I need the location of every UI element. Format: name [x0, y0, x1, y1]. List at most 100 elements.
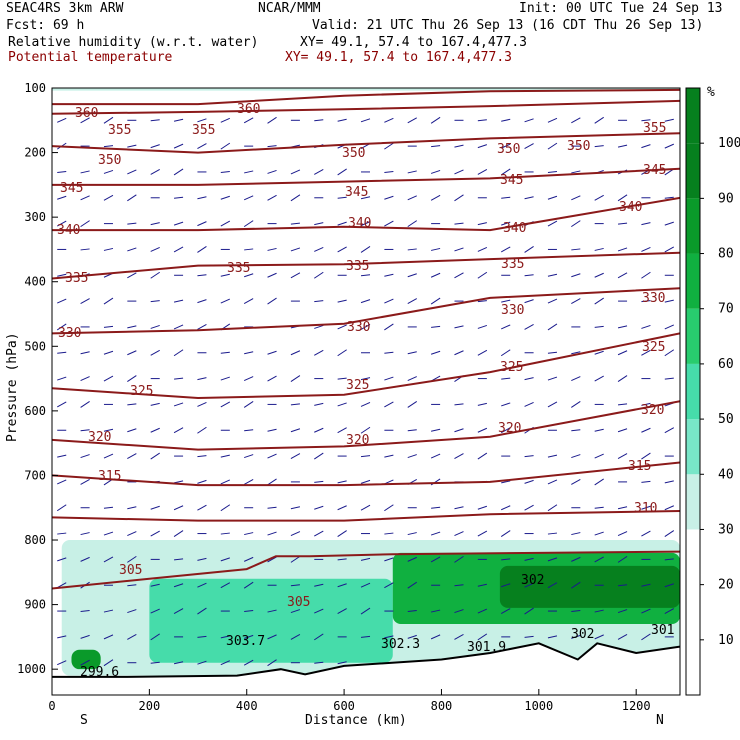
below-ground-mask — [52, 643, 680, 695]
wind-vector — [641, 222, 651, 226]
wind-vector — [244, 454, 254, 459]
wind-vector — [80, 400, 90, 408]
colorbar-tick-label: 10 — [718, 633, 734, 648]
wind-vector — [267, 556, 277, 563]
wind-vector — [617, 531, 628, 537]
wind-vector — [571, 478, 581, 485]
wind-vector — [150, 427, 160, 433]
wind-vector — [477, 222, 487, 226]
wind-vector — [173, 505, 184, 511]
wind-vector — [477, 633, 488, 641]
theta-contour-315 — [52, 461, 680, 487]
wind-vector — [500, 608, 511, 614]
wind-vector — [127, 555, 137, 563]
wind-vector — [197, 246, 207, 253]
wind-vector — [103, 194, 114, 201]
wind-vector — [594, 116, 604, 124]
wind-vector — [547, 532, 558, 535]
theta-contour-label: 340 — [619, 200, 642, 215]
wind-vector — [477, 119, 487, 122]
wind-vector — [220, 117, 231, 123]
wind-vector — [314, 633, 324, 641]
wind-vector — [290, 403, 300, 406]
y-axis-label: Pressure (hPa) — [5, 332, 20, 442]
wind-vector — [547, 557, 558, 562]
wind-vector — [150, 633, 160, 641]
theta-contour-label: 350 — [497, 142, 520, 157]
wind-vector — [57, 557, 67, 562]
wind-vector — [477, 402, 487, 406]
wind-vector — [337, 221, 347, 226]
wind-vector — [384, 323, 394, 331]
theta-contour-310 — [52, 510, 680, 522]
init-time: Init: 00 UTC Tue 24 Sep 13 — [519, 1, 723, 16]
wind-vector — [103, 325, 114, 328]
wind-vector — [501, 480, 511, 484]
wind-vector — [360, 426, 371, 434]
wind-vector — [360, 582, 371, 588]
wind-vector-layer — [56, 116, 675, 667]
wind-vector — [220, 479, 231, 485]
wind-vector — [547, 323, 558, 331]
theta-contour-label: 315 — [98, 469, 121, 484]
wind-vector — [407, 273, 417, 278]
wind-vector — [430, 272, 441, 278]
low-theta-label: 301.9 — [467, 640, 506, 655]
wind-vector — [571, 429, 581, 432]
wind-vector — [430, 634, 441, 640]
wind-vector — [127, 403, 137, 406]
rh-region — [71, 649, 101, 670]
wind-vector — [314, 452, 324, 460]
wind-vector — [594, 531, 604, 536]
wind-vector — [290, 222, 300, 225]
wind-vector — [173, 661, 184, 665]
wind-vector — [594, 272, 604, 278]
wind-vector — [243, 556, 254, 562]
wind-vector — [617, 609, 628, 614]
wind-vector — [314, 349, 324, 356]
wind-vector — [547, 454, 558, 458]
colorbar-swatch — [686, 253, 700, 309]
wind-vector — [547, 504, 558, 512]
wind-vector — [314, 271, 324, 279]
colorbar-tick-label: 40 — [718, 467, 734, 482]
wind-vector — [477, 324, 488, 329]
wind-vector — [80, 248, 90, 251]
rh-fill-layer — [52, 88, 680, 676]
wind-vector — [220, 142, 231, 150]
wind-vector — [220, 635, 230, 639]
wind-vector — [57, 660, 67, 666]
low-theta-label: 301 — [651, 623, 674, 638]
wind-vector — [664, 530, 675, 537]
low-theta-label: 299.6 — [80, 665, 119, 680]
wind-vector — [547, 298, 558, 304]
wind-vector — [57, 351, 67, 354]
wind-vector — [477, 271, 488, 279]
theta-contour-label: 355 — [643, 121, 666, 136]
wind-vector — [571, 454, 581, 459]
wind-vector — [641, 300, 651, 303]
wind-vector — [384, 582, 394, 589]
y-tick-label: 700 — [24, 468, 46, 482]
wind-vector — [617, 403, 628, 406]
wind-vector — [150, 349, 160, 356]
wind-vector — [173, 402, 184, 407]
wind-vector — [243, 478, 254, 485]
wind-vector — [337, 480, 347, 484]
wind-vector — [290, 375, 301, 383]
wind-vector — [524, 299, 534, 304]
wind-vector — [454, 194, 464, 202]
wind-vector — [384, 142, 394, 150]
wind-vector — [267, 634, 277, 640]
wind-vector — [314, 169, 324, 175]
wind-vector — [267, 531, 277, 536]
wind-vector — [360, 377, 371, 381]
wind-vector — [197, 221, 207, 227]
wind-vector — [173, 168, 184, 176]
wind-vector — [103, 506, 114, 509]
wind-vector — [103, 247, 114, 251]
wind-vector — [641, 349, 651, 356]
wind-vector — [547, 220, 558, 227]
wind-vector — [244, 532, 254, 536]
wind-vector — [384, 298, 394, 304]
